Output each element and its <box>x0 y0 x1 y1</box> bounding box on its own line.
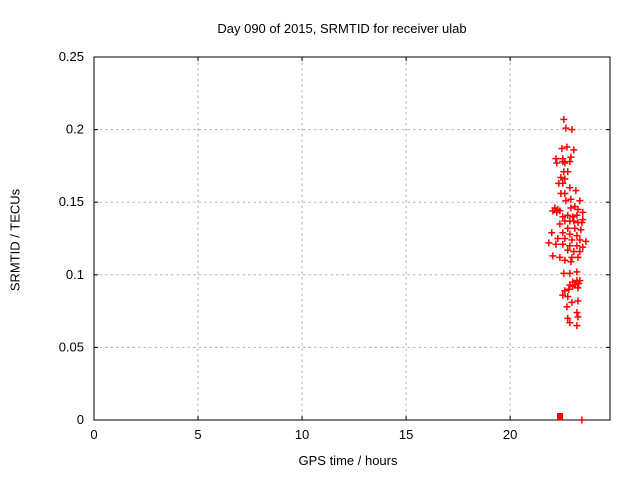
x-tick-label: 5 <box>194 427 201 442</box>
x-tick-label: 20 <box>503 427 517 442</box>
x-tick-label: 10 <box>295 427 309 442</box>
y-tick-label: 0.15 <box>59 194 84 209</box>
y-tick-label: 0.2 <box>66 122 84 137</box>
y-tick-label: 0 <box>77 412 84 427</box>
x-axis-label: GPS time / hours <box>298 453 398 468</box>
y-tick-label: 0.25 <box>59 49 84 64</box>
zero-cluster-marker <box>557 413 564 420</box>
x-tick-label: 0 <box>90 427 97 442</box>
plot-border <box>93 56 611 421</box>
y-tick-label: 0.05 <box>59 339 84 354</box>
y-tick-label: 0.1 <box>66 267 84 282</box>
x-tick-label: 15 <box>399 427 413 442</box>
chart-title: Day 090 of 2015, SRMTID for receiver ula… <box>217 21 467 36</box>
